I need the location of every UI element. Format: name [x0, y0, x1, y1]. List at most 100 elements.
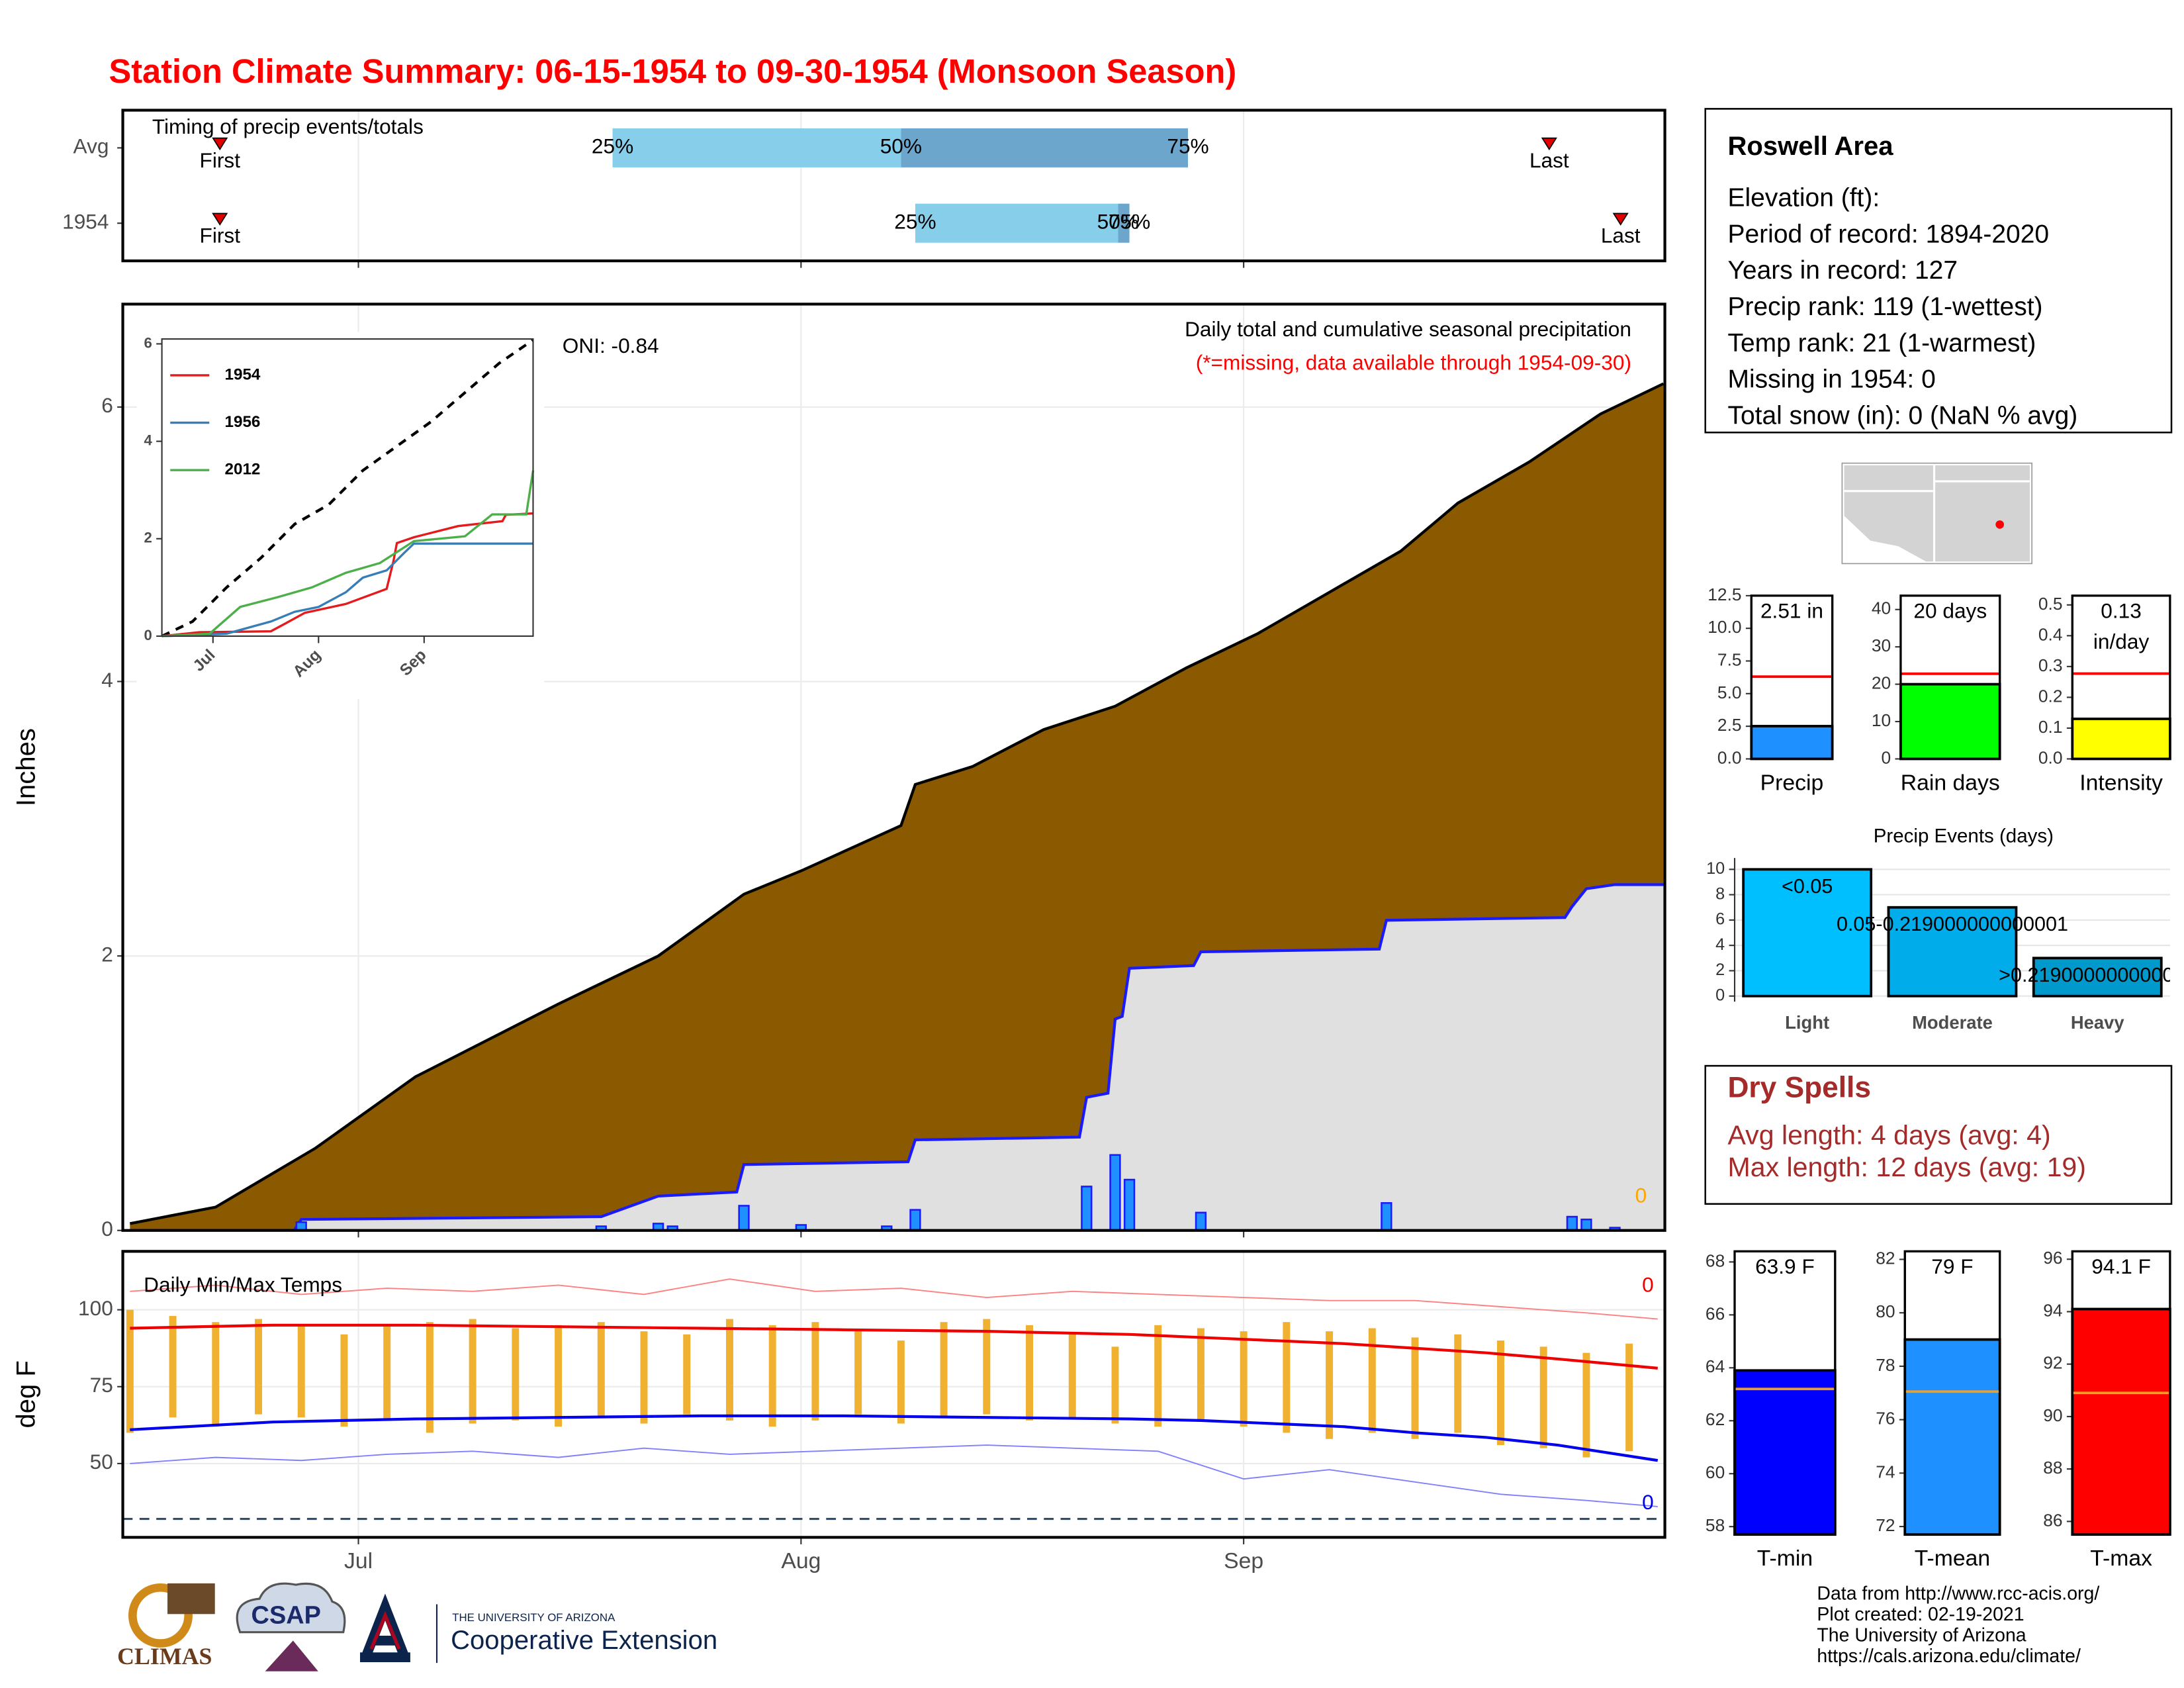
legend-label: 1956 — [224, 413, 260, 431]
university-text: THE UNIVERSITY OF ARIZONA — [452, 1611, 615, 1624]
y-tick-label: 60 — [1706, 1462, 1725, 1482]
quantile-label: 25% — [894, 210, 936, 234]
quantile-label: 25% — [592, 134, 633, 158]
plot-border — [1899, 594, 2001, 761]
daily-bar — [666, 1225, 678, 1231]
inset-background — [136, 332, 545, 699]
plot-border — [2071, 594, 2171, 761]
daily-bar — [595, 1225, 607, 1231]
y-tick-label: 7.5 — [1717, 649, 1742, 669]
daily-bar — [909, 1209, 921, 1231]
y-tick-label: 5.0 — [1717, 682, 1742, 702]
y-tick-label: 94 — [2043, 1300, 2062, 1320]
bar — [1733, 1369, 1837, 1536]
event-marker — [212, 137, 228, 151]
daily-range-bar — [1497, 1340, 1504, 1446]
record-low-count: 0 — [1642, 1490, 1654, 1514]
station-line: Precip rank: 119 (1-wettest) — [1727, 293, 2042, 321]
category-label: T-max — [2090, 1546, 2152, 1571]
csap-text: CSAP — [251, 1602, 321, 1630]
y-tick-label: 0.4 — [2038, 624, 2063, 644]
dry-spells-line: Avg length: 4 days (avg: 4) — [1727, 1119, 2050, 1150]
plot-border — [121, 1250, 1666, 1539]
daily-range-bar — [1368, 1328, 1376, 1433]
plot-background — [122, 1251, 1665, 1538]
value-label: 2.51 in — [1760, 600, 1823, 624]
value-label: 20 days — [1913, 600, 1987, 624]
daily-bar — [1109, 1154, 1121, 1231]
y-tick-label: 80 — [1876, 1301, 1895, 1321]
dry-spells-line: Max length: 12 days (avg: 19) — [1727, 1152, 2086, 1182]
logos: CLIMAS CSAP THE UNIVERSITY OF ARIZONA Co… — [117, 1582, 717, 1671]
event-marker — [1612, 212, 1629, 226]
x-tick-label: Aug — [781, 1548, 821, 1573]
bar — [2071, 718, 2171, 761]
y-tick-label: 0.1 — [2038, 717, 2063, 737]
footer-line: The University of Arizona — [1817, 1625, 2026, 1646]
daily-range-bar — [1154, 1325, 1162, 1427]
daily-range-bar — [811, 1322, 819, 1421]
y-tick-label: 68 — [1706, 1250, 1725, 1270]
daily-range-bar — [1582, 1352, 1590, 1458]
daily-range-bar — [212, 1322, 220, 1427]
daily-bar — [1566, 1215, 1578, 1231]
category-label: Intensity — [2079, 770, 2163, 795]
csap-logo — [265, 1640, 318, 1671]
y-tick-label: 50 — [90, 1450, 113, 1474]
y-tick-label: 40 — [1872, 598, 1891, 618]
event-label: Last — [1601, 224, 1641, 248]
daily-bar — [1195, 1211, 1207, 1231]
value-label: 0.13 in/day — [2093, 600, 2150, 655]
daily-bar — [295, 1221, 307, 1231]
category-label: Moderate — [1912, 1012, 1993, 1033]
series-line — [161, 470, 535, 637]
series-line — [161, 512, 533, 637]
y-tick-label: 100 — [78, 1296, 113, 1320]
y-tick-label: 2 — [144, 530, 152, 546]
chart-title: Timing of precip events/totals — [152, 115, 424, 138]
daily-bar — [1580, 1218, 1592, 1231]
y-tick-label: 6 — [1715, 910, 1725, 929]
timing-bar — [612, 128, 901, 167]
y-tick-label: 20 — [1872, 673, 1891, 693]
plot-border — [2071, 1250, 2171, 1536]
y-tick-label: 4 — [101, 668, 113, 692]
y-tick-label: 75 — [90, 1373, 113, 1397]
daily-range-bar — [297, 1325, 305, 1418]
station-line: Temp rank: 21 (1-warmest) — [1727, 329, 2036, 357]
y-axis-label: Inches — [12, 728, 41, 806]
y-tick-label: 74 — [1876, 1462, 1895, 1481]
bar — [2032, 957, 2163, 998]
value-label-box: 2.51 in — [1760, 600, 1823, 624]
bar — [1742, 868, 1873, 998]
daily-range-bar — [1326, 1331, 1334, 1439]
precip-layer — [129, 382, 1664, 1231]
daily-range-bar — [555, 1325, 563, 1427]
daily-range-bar — [1111, 1346, 1119, 1424]
y-tick-label: 90 — [2043, 1405, 2062, 1425]
daily-range-bar — [383, 1325, 391, 1421]
y-tick-label: 10 — [1872, 710, 1891, 730]
daily-range-bar — [1411, 1337, 1419, 1439]
y-tick-label: 58 — [1706, 1515, 1725, 1535]
y-tick-label: 10.0 — [1707, 617, 1741, 637]
y-tick-label: 72 — [1876, 1515, 1895, 1535]
daily-range-bar — [640, 1331, 648, 1424]
chart-title: Daily total and cumulative seasonal prec… — [1185, 317, 1631, 341]
daily-range-bar — [1068, 1334, 1076, 1418]
plot-border — [121, 109, 1666, 263]
station-dot — [1995, 520, 2004, 529]
page-title: Station Climate Summary: 06-15-1954 to 0… — [109, 52, 1236, 90]
y-tick-label: 86 — [2043, 1510, 2062, 1530]
dry-spells-box — [1704, 1064, 2173, 1205]
category-label: Heavy — [2071, 1012, 2125, 1033]
plot-border — [121, 303, 1666, 1232]
y-tick-label: 0 — [144, 627, 152, 643]
climas-logo — [128, 1583, 193, 1648]
daily-range-bar — [1240, 1331, 1248, 1427]
timing-bar — [915, 203, 1118, 243]
footer-line: Data from http://www.rcc-acis.org/ — [1817, 1583, 2099, 1604]
missing-count: 0 — [1635, 1184, 1647, 1207]
